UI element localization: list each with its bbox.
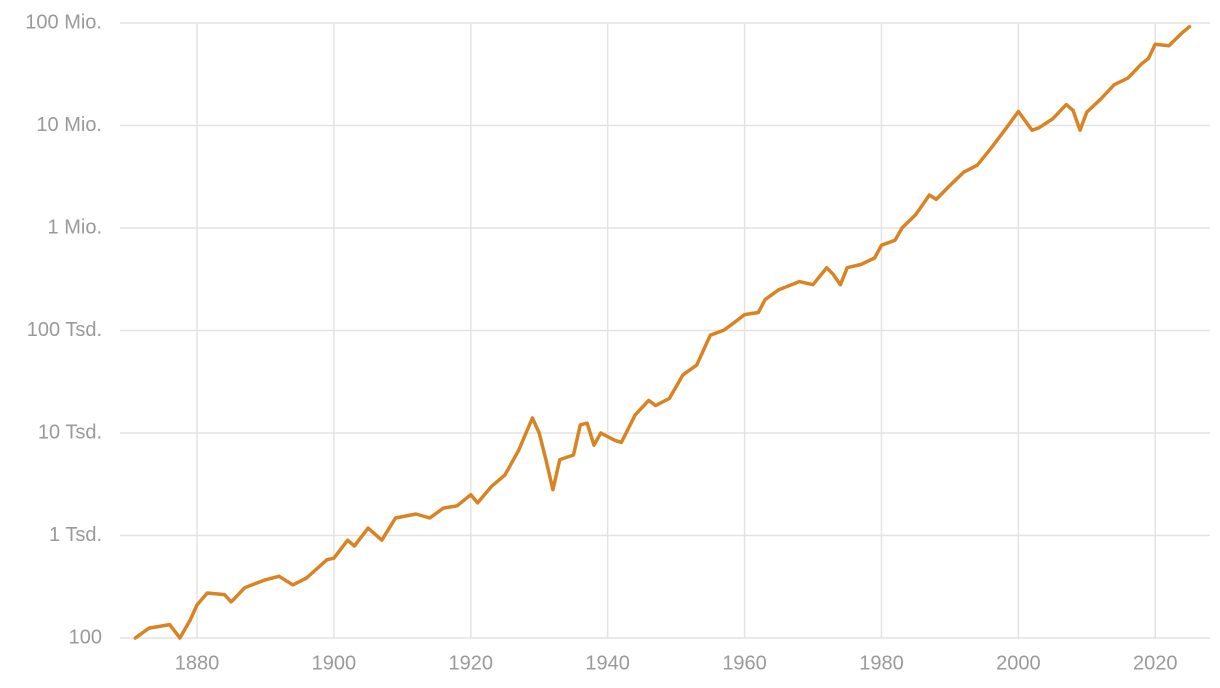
x-tick-label: 1960 [722,652,767,674]
x-tick-label: 1920 [449,652,494,674]
x-tick-label: 1980 [859,652,904,674]
y-tick-label: 10 Mio. [36,114,102,136]
x-tick-label: 1940 [585,652,630,674]
y-tick-label: 10 Tsd. [38,421,102,443]
y-tick-label: 1 Mio. [48,216,102,238]
x-tick-label: 1880 [175,652,220,674]
x-tick-label: 1900 [312,652,357,674]
y-tick-label: 100 Mio. [25,11,102,33]
line [133,24,1192,640]
y-tick-label: 1 Tsd. [49,524,102,546]
x-tick-label: 2000 [996,652,1041,674]
y-tick-label: 100 Tsd. [27,319,102,341]
x-tick-label: 2020 [1133,652,1178,674]
y-tick-label: 100 [69,626,102,648]
